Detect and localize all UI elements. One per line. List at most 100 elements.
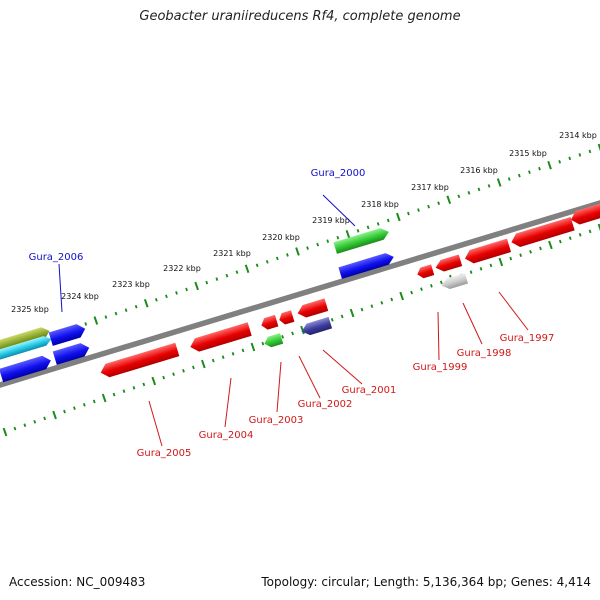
gene-gura-1999: [435, 254, 463, 272]
inner-minor-tick: [162, 375, 166, 380]
inner-minor-tick: [211, 358, 215, 363]
inner-minor-tick: [23, 423, 27, 428]
outer-minor-tick: [165, 294, 168, 299]
gene-gura-2003: [264, 333, 284, 348]
kbp-label: 2321 kbp: [213, 249, 251, 258]
inner-major-tick: [548, 240, 553, 250]
outer-major-tick: [345, 229, 351, 239]
leader-line: [498, 291, 529, 331]
outer-minor-tick: [235, 270, 239, 275]
inner-minor-tick: [390, 297, 394, 302]
inner-minor-tick: [261, 341, 265, 346]
outer-minor-tick: [507, 177, 511, 181]
gene-labels: Gura_2000 Gura_2006 Gura_1997 Gura_1998 Gura…: [29, 168, 555, 459]
gene-gura-2005: [100, 342, 180, 378]
outer-minor-tick: [134, 304, 138, 309]
inner-minor-tick: [73, 406, 76, 411]
inner-minor-tick: [360, 307, 364, 312]
gene-label-g2003: Gura_2003: [249, 415, 304, 426]
inner-minor-tick: [122, 389, 126, 394]
outer-minor-tick: [104, 315, 108, 319]
inner-minor-tick: [558, 239, 562, 244]
inner-minor-tick: [142, 382, 146, 387]
inner-minor-tick: [63, 409, 66, 414]
gene-label-g2001: Gura_2001: [342, 385, 397, 396]
inner-tick-track: [2, 223, 600, 437]
outer-minor-tick: [517, 173, 521, 178]
gene-reverse: [441, 272, 469, 290]
gene-gura-2002: [279, 310, 295, 325]
outer-minor-tick: [376, 222, 380, 226]
outer-major-tick: [244, 264, 250, 274]
outer-major-tick: [446, 195, 452, 205]
kbp-label: 2318 kbp: [361, 200, 399, 209]
outer-minor-tick: [588, 149, 592, 154]
outer-major-tick: [295, 247, 300, 256]
inner-minor-tick: [380, 300, 384, 305]
kbp-scale-labels: 2314 kbp 2315 kbp 2316 kbp 2317 kbp 2318 kbp…: [11, 131, 597, 314]
inner-minor-tick: [469, 270, 473, 275]
genome-summary-text: Topology: circular; Length: 5,136,364 bp…: [261, 575, 591, 589]
kbp-label: 2322 kbp: [163, 264, 201, 273]
leader-line: [322, 349, 363, 385]
inner-minor-tick: [340, 314, 344, 319]
kbp-label: 2320 kbp: [262, 233, 300, 242]
outer-major-tick: [194, 281, 199, 291]
outer-minor-tick: [386, 218, 390, 223]
outer-minor-tick: [114, 311, 118, 316]
leader-line: [298, 355, 321, 399]
inner-minor-tick: [231, 351, 235, 356]
inner-minor-tick: [330, 317, 334, 322]
gene-forward: [52, 343, 90, 365]
leader-line: [58, 263, 63, 313]
outer-minor-tick: [558, 159, 562, 164]
outer-minor-tick: [255, 263, 259, 268]
outer-minor-tick: [215, 277, 219, 281]
kbp-label: 2319 kbp: [312, 216, 350, 225]
outer-minor-tick: [154, 297, 158, 302]
kbp-label: 2323 kbp: [112, 280, 150, 289]
outer-minor-tick: [578, 153, 582, 157]
kbp-label: 2316 kbp: [460, 166, 498, 175]
kbp-label: 2317 kbp: [411, 183, 449, 192]
gene-forward: [338, 253, 394, 279]
outer-minor-tick: [175, 291, 178, 295]
outer-minor-tick: [275, 256, 279, 261]
outer-minor-tick: [265, 260, 269, 264]
inner-minor-tick: [92, 399, 96, 404]
gene-reverse: [417, 264, 435, 279]
inner-minor-tick: [82, 402, 86, 407]
kbp-label: 2325 kbp: [11, 305, 49, 314]
inner-major-tick: [498, 257, 504, 267]
inner-minor-tick: [370, 304, 374, 309]
inner-minor-tick: [241, 348, 245, 353]
gene-features: [0, 201, 600, 383]
gene-gura-1998: [464, 238, 512, 264]
inner-minor-tick: [430, 283, 433, 288]
inner-minor-tick: [539, 246, 542, 251]
kbp-label: 2315 kbp: [509, 149, 547, 158]
inner-minor-tick: [439, 280, 443, 285]
outer-minor-tick: [356, 228, 360, 233]
inner-major-tick: [250, 342, 256, 352]
inner-minor-tick: [568, 236, 572, 241]
inner-minor-tick: [33, 419, 37, 424]
outer-minor-tick: [205, 280, 209, 285]
gene-gura-2006: [48, 324, 86, 346]
outer-major-tick: [496, 178, 502, 187]
outer-major-tick: [597, 143, 600, 152]
outer-minor-tick: [326, 239, 330, 243]
outer-minor-tick: [467, 191, 471, 195]
inner-minor-tick: [192, 365, 195, 370]
outer-major-tick: [396, 212, 401, 222]
outer-minor-tick: [487, 184, 491, 188]
inner-minor-tick: [182, 368, 185, 373]
gene-label-g2002: Gura_2002: [298, 399, 353, 410]
inner-minor-tick: [489, 263, 493, 268]
inner-minor-tick: [132, 385, 136, 390]
accession-text: Accession: NC_009483: [9, 575, 146, 589]
outer-minor-tick: [185, 287, 188, 292]
map-title: Geobacter uraniireducens Rf4, complete g…: [139, 9, 461, 24]
inner-minor-tick: [221, 355, 225, 360]
inner-minor-tick: [43, 416, 47, 421]
